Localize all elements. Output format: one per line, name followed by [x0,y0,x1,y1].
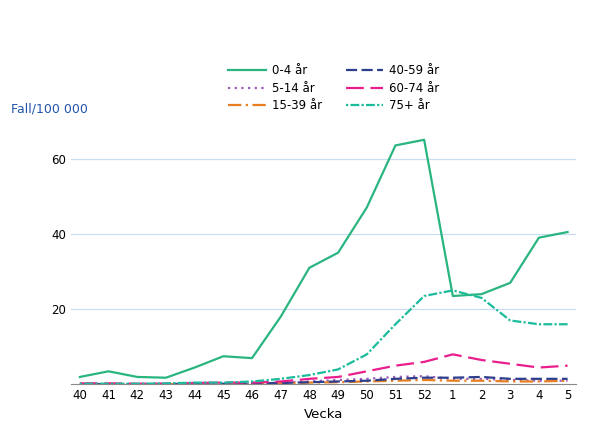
Text: Fall/100 000: Fall/100 000 [11,103,87,116]
X-axis label: Vecka: Vecka [304,408,343,421]
Legend: 0-4 år, 5-14 år, 15-39 år, 40-59 år, 60-74 år, 75+ år: 0-4 år, 5-14 år, 15-39 år, 40-59 år, 60-… [228,64,440,112]
